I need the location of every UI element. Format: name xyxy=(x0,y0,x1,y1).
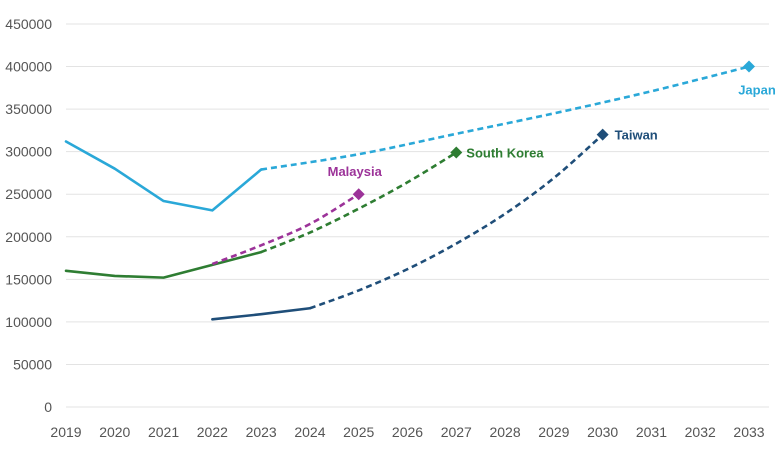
malaysia-projected-line xyxy=(211,193,360,266)
y-tick-label: 350000 xyxy=(5,101,52,117)
y-tick-label: 50000 xyxy=(13,356,52,372)
x-tick-label: 2031 xyxy=(636,424,667,440)
japan-end-marker xyxy=(743,60,755,73)
south-korea-end-marker xyxy=(450,146,463,159)
series-labels: Japan South Korea Malaysia Taiwan xyxy=(328,83,776,180)
y-tick-label: 0 xyxy=(44,399,52,415)
south-korea-projected-line xyxy=(260,151,457,254)
series-lines xyxy=(64,60,755,321)
y-tick-label: 150000 xyxy=(5,271,52,287)
malaysia-series-label: Malaysia xyxy=(328,164,383,179)
taiwan-actual-line xyxy=(211,306,312,321)
grid-lines xyxy=(66,23,769,408)
south-korea-actual-line xyxy=(64,250,263,279)
x-tick-label: 2023 xyxy=(246,424,277,440)
x-tick-label: 2028 xyxy=(489,424,520,440)
y-tick-label: 200000 xyxy=(5,229,52,245)
y-tick-label: 300000 xyxy=(5,144,52,160)
japan-series-label: Japan xyxy=(738,83,776,98)
x-tick-label: 2030 xyxy=(587,424,618,440)
y-tick-label: 400000 xyxy=(5,59,52,75)
x-tick-label: 2027 xyxy=(441,424,472,440)
x-tick-label: 2020 xyxy=(99,424,130,440)
x-tick-label: 2032 xyxy=(685,424,716,440)
malaysia-end-marker xyxy=(352,188,365,201)
japan-projected-line xyxy=(260,65,750,171)
x-tick-label: 2029 xyxy=(538,424,569,440)
japan-actual-line xyxy=(64,140,263,212)
y-tick-label: 450000 xyxy=(5,16,52,32)
taiwan-end-marker xyxy=(596,128,609,141)
x-tick-label: 2019 xyxy=(50,424,81,440)
y-tick-label: 250000 xyxy=(5,186,52,202)
x-tick-label: 2024 xyxy=(294,424,325,440)
taiwan-series-label: Taiwan xyxy=(615,128,658,143)
x-tick-label: 2025 xyxy=(343,424,374,440)
taiwan-projected-line xyxy=(309,133,604,310)
x-tick-label: 2033 xyxy=(733,424,764,440)
south-korea-series-label: South Korea xyxy=(466,146,544,161)
axis-labels: 0 50000 100000 150000 200000 250000 300000 3500… xyxy=(5,16,764,440)
y-tick-label: 100000 xyxy=(5,314,52,330)
x-tick-label: 2022 xyxy=(197,424,228,440)
x-tick-label: 2021 xyxy=(148,424,179,440)
x-tick-label: 2026 xyxy=(392,424,423,440)
